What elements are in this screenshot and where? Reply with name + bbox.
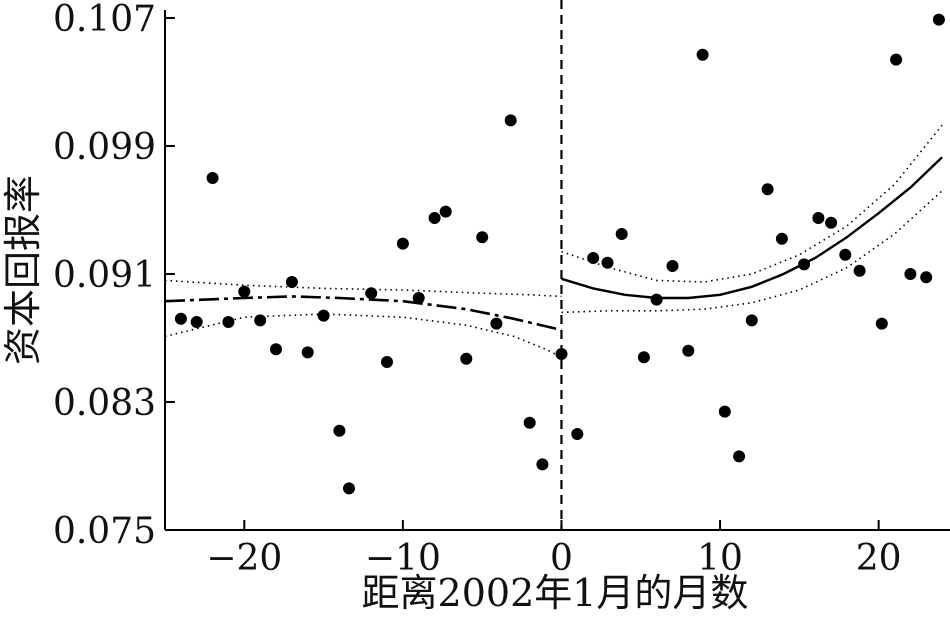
scatter-point-31 [666,260,679,272]
scatter-point-47 [920,271,933,284]
y-tick-label-0: 0.075 [53,511,156,552]
scatter-point-42 [839,248,852,261]
y-tick-label-4: 0.107 [53,0,156,40]
scatter-point-32 [682,344,695,357]
axes [164,10,950,531]
scatter-point-45 [890,53,903,66]
scatter-point-12 [365,287,378,300]
y-ticks: 0.075 0.083 0.091 0.099 0.107 [53,0,175,552]
scatter-point-30 [650,293,663,306]
scatter-point-19 [476,231,489,244]
scatter-point-34 [718,405,731,418]
scatter-point-11 [343,482,355,495]
x-tick-label-0: −20 [206,538,282,579]
scatter-point-28 [615,228,628,240]
scatter-point-36 [745,314,758,327]
scatter-point-0 [174,312,187,325]
scatter-point-38 [775,232,788,245]
scatter-point-44 [875,317,888,330]
scatter-point-29 [637,351,650,364]
scatter-point-15 [412,292,425,304]
fit-line-dotted-right-4 [561,124,943,283]
scatter-point-20 [490,317,503,330]
scatter-point-27 [601,256,614,269]
scatter-point-35 [733,450,746,463]
scatter-point-13 [381,356,393,368]
fit-line-dotted-left-1 [164,279,562,298]
scatter-point-8 [301,346,314,359]
x-tick-label-1: −10 [365,538,441,579]
x-ticks: −20 −10 0 10 20 [206,520,902,579]
scatter-point-40 [812,212,825,224]
scatter-point-9 [317,309,330,322]
scatter-point-22 [523,416,536,429]
fit-line-solid-right-3 [561,156,943,300]
scatter-point-5 [254,314,267,327]
scatter-point-23 [536,458,549,471]
scatter-point-3 [222,316,235,328]
scatter-point-16 [428,212,441,224]
scatter-point-6 [270,343,282,356]
scatter-point-43 [853,264,866,277]
scatter-point-37 [761,183,774,196]
fit-line-dashed-left-0 [164,295,562,332]
scatter-point-4 [238,285,251,298]
scatter-point-2 [206,172,219,184]
scatter-point-39 [798,258,811,271]
scatter-point-48 [932,13,945,26]
scatter-point-21 [504,114,517,127]
scatter-points [174,13,945,495]
fit-lines [164,124,943,358]
x-tick-label-4: 20 [856,538,902,579]
scatter-point-41 [825,216,838,229]
scatter-point-26 [587,252,600,264]
scatter-point-25 [571,428,584,440]
x-axis-title: 距离2002年1月的月数 [362,571,749,615]
y-axis-title: 资本回报率 [1,175,45,365]
scatter-point-46 [904,268,917,280]
scatter-point-1 [190,316,203,328]
scatter-point-14 [396,237,409,250]
y-tick-label-2: 0.091 [53,255,156,296]
scatter-point-18 [460,352,473,365]
scatter-point-33 [696,48,709,61]
y-tick-label-1: 0.083 [53,383,156,424]
x-tick-label-2: 0 [550,538,573,579]
x-tick-label-3: 10 [697,538,743,579]
scatter-point-7 [285,276,298,288]
scatter-point-10 [333,424,346,437]
y-tick-label-3: 0.099 [53,127,156,168]
scatter-point-17 [439,205,452,218]
fit-line-dotted-right-5 [561,190,943,314]
